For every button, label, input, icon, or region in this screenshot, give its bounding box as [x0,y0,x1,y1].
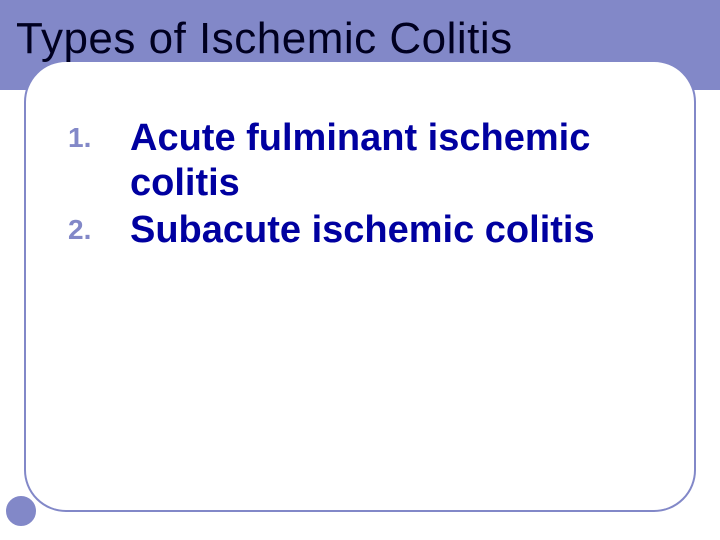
list-item-text: Acute fulminant ischemic colitis [130,116,668,206]
accent-dot [6,496,36,526]
list-item: 1. Acute fulminant ischemic colitis [68,116,668,206]
list-item: 2. Subacute ischemic colitis [68,208,668,253]
numbered-list: 1. Acute fulminant ischemic colitis 2. S… [68,116,668,254]
list-number: 1. [68,116,130,154]
slide-title: Types of Ischemic Colitis [16,14,513,64]
list-item-text: Subacute ischemic colitis [130,208,595,253]
list-number: 2. [68,208,130,246]
